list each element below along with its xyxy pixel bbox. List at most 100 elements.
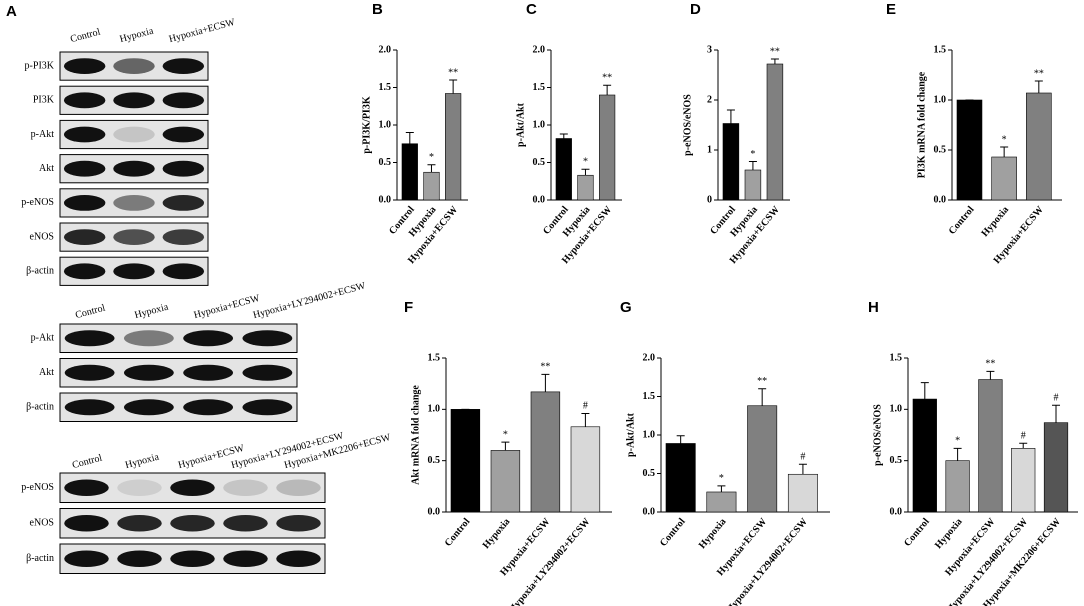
- significance: #: [800, 452, 805, 463]
- band: [113, 126, 155, 143]
- band: [64, 399, 115, 416]
- band: [113, 195, 155, 211]
- bar: [530, 391, 561, 513]
- panel-label: C: [526, 1, 537, 18]
- band: [170, 550, 215, 568]
- error-bar: [541, 373, 550, 392]
- row-label: β-actin: [26, 402, 54, 413]
- bar: [978, 379, 1003, 513]
- panel-label: H: [868, 299, 879, 316]
- error-bar: [676, 435, 685, 444]
- y-tick-label: 2.0: [379, 44, 392, 55]
- error-bar: [559, 133, 568, 139]
- significance: *: [719, 473, 724, 484]
- row-label: Akt: [39, 163, 54, 174]
- x-tick-label: Hypoxia: [697, 516, 729, 551]
- panel-label: E: [886, 1, 896, 18]
- y-tick-label: 0.0: [934, 194, 947, 205]
- row-label: p-Akt: [31, 333, 55, 344]
- error-bar: [449, 79, 458, 94]
- bar: [747, 405, 778, 513]
- band: [117, 514, 162, 532]
- bar: [744, 169, 762, 201]
- bar: [570, 426, 601, 513]
- y-tick-label: 1.5: [934, 44, 947, 55]
- band: [63, 126, 106, 143]
- y-tick-label: 0.5: [643, 468, 656, 479]
- bar: [1011, 448, 1036, 513]
- significance: **: [985, 359, 995, 370]
- band: [64, 364, 115, 381]
- bar: [722, 123, 740, 201]
- significance: #: [1021, 431, 1026, 442]
- row-label: p-eNOS: [21, 197, 54, 208]
- bar: [555, 138, 572, 201]
- error-bar: [501, 441, 510, 451]
- band: [183, 364, 234, 381]
- panel-label: F: [404, 299, 413, 316]
- bar: [991, 156, 1017, 201]
- band: [113, 92, 155, 109]
- bar: [445, 93, 462, 201]
- significance: *: [429, 152, 434, 163]
- bar: [787, 473, 818, 513]
- significance: **: [448, 67, 458, 78]
- band: [223, 479, 268, 497]
- error-bar: [603, 84, 612, 95]
- y-tick-label: 1.5: [428, 352, 441, 363]
- x-tick-label: Control: [902, 516, 932, 549]
- band: [63, 263, 106, 280]
- significance: *: [1002, 134, 1007, 145]
- x-tick-label: Hypoxia: [980, 204, 1012, 239]
- y-tick-label: 1.5: [890, 352, 903, 363]
- band: [64, 330, 115, 347]
- y-axis-label: p-eNOS/eNOS: [872, 404, 883, 466]
- y-tick-label: 1.5: [533, 82, 546, 93]
- significance: **: [770, 46, 780, 57]
- y-axis-label: PI3K mRNA fold change: [916, 71, 927, 178]
- band: [242, 364, 293, 381]
- y-tick-label: 3: [707, 44, 712, 55]
- row-label: eNOS: [30, 518, 54, 529]
- y-tick-label: 1.0: [890, 404, 903, 415]
- significance: #: [583, 401, 588, 412]
- band: [276, 479, 321, 497]
- bar: [577, 174, 594, 201]
- band: [123, 399, 174, 416]
- y-tick-label: 1.0: [379, 119, 392, 130]
- band: [162, 126, 205, 143]
- y-tick-label: 0.5: [533, 157, 546, 168]
- band: [113, 58, 155, 74]
- y-tick-label: 2.0: [643, 352, 656, 363]
- significance: **: [757, 376, 767, 387]
- row-label: Akt: [39, 367, 54, 378]
- y-tick-label: 2: [707, 94, 712, 105]
- band: [183, 399, 234, 416]
- error-bar: [953, 447, 962, 461]
- band: [63, 160, 106, 177]
- band: [63, 58, 106, 74]
- y-tick-label: 0.0: [379, 194, 392, 205]
- lane-label: Hypoxia: [124, 451, 161, 471]
- y-tick-label: 0.0: [890, 506, 903, 517]
- bar: [423, 171, 440, 201]
- error-bar: [758, 388, 767, 406]
- panel-label: G: [620, 299, 632, 316]
- lane-label: Hypoxia+ECSW: [193, 293, 262, 321]
- error-bar: [798, 463, 807, 475]
- significance: **: [1034, 68, 1044, 79]
- y-tick-label: 0: [707, 194, 712, 205]
- band: [113, 229, 155, 245]
- y-axis-label: p-Akt/Akt: [515, 102, 526, 147]
- significance: *: [955, 436, 960, 447]
- error-bar: [1019, 442, 1028, 449]
- error-bar: [427, 164, 436, 173]
- y-axis-label: Akt mRNA fold change: [410, 385, 421, 485]
- error-bar: [986, 370, 995, 380]
- lane-label: Control: [71, 453, 104, 472]
- lane-label: Hypoxia: [119, 25, 156, 45]
- row-label: PI3K: [33, 95, 55, 106]
- y-tick-label: 0.0: [533, 194, 546, 205]
- band: [63, 195, 106, 211]
